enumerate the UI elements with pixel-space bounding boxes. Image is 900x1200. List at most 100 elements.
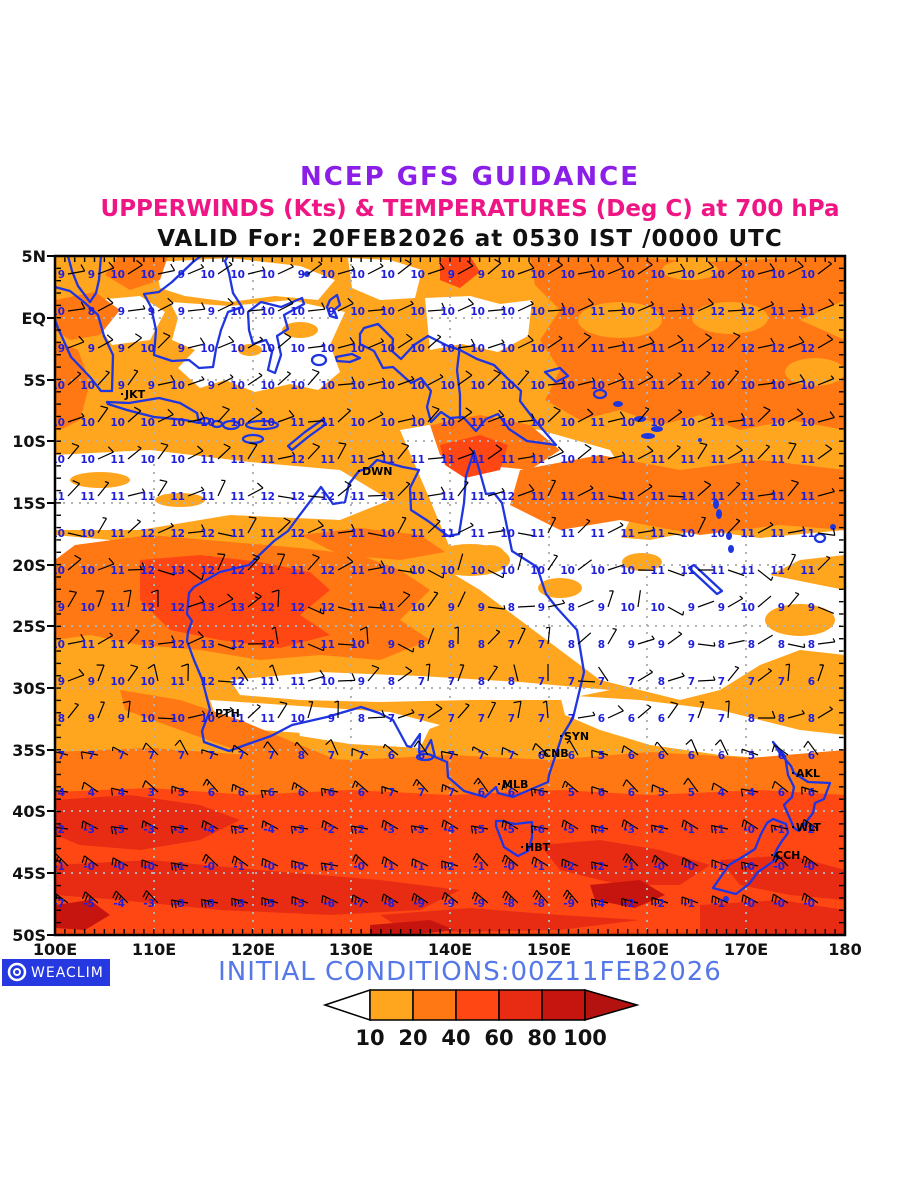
wind-barb bbox=[727, 302, 746, 312]
temperature-value: 10 bbox=[620, 565, 635, 577]
temperature-value: 10 bbox=[260, 306, 275, 318]
temperature-value: 12 bbox=[230, 639, 245, 651]
wind-barb bbox=[801, 819, 819, 830]
wind-barb bbox=[667, 409, 683, 423]
wind-barb bbox=[561, 858, 579, 869]
temperature-value: 10 bbox=[260, 343, 275, 355]
wind-barb bbox=[667, 631, 683, 645]
small-islands bbox=[304, 271, 836, 902]
temperature-value: 7 bbox=[538, 676, 545, 688]
temperature-value: 9 bbox=[208, 306, 215, 318]
temperature-value: -0 bbox=[743, 861, 755, 873]
wind-barb bbox=[547, 260, 563, 275]
temperature-value: 4 bbox=[118, 787, 125, 799]
wind-barb bbox=[247, 554, 261, 571]
temperature-value: 10 bbox=[350, 269, 365, 281]
temperature-value: 11 bbox=[500, 454, 515, 466]
wind-barb bbox=[598, 666, 609, 682]
wind-barb bbox=[367, 263, 384, 275]
temperature-value: 6 bbox=[238, 787, 245, 799]
temperature-value: 12 bbox=[170, 639, 185, 651]
wind-barb bbox=[681, 896, 699, 906]
wind-barb bbox=[367, 411, 384, 423]
wind-barb bbox=[547, 379, 566, 386]
wind-barb bbox=[457, 591, 466, 608]
wind-barb bbox=[577, 711, 596, 719]
temperature-value: 13 bbox=[170, 565, 185, 577]
wind-barb bbox=[757, 300, 775, 312]
wind-barb bbox=[110, 787, 129, 796]
wind-barb bbox=[817, 606, 835, 614]
wind-barb bbox=[757, 263, 775, 275]
wind-barb bbox=[337, 442, 347, 460]
temperature-value: 10 bbox=[290, 343, 305, 355]
wind-barb bbox=[337, 480, 352, 497]
wind-barb bbox=[127, 629, 140, 645]
wind-barb bbox=[127, 562, 146, 571]
temperature-value: -1 bbox=[713, 824, 725, 836]
temperature-value: 7 bbox=[778, 676, 785, 688]
wind-barb bbox=[97, 632, 114, 645]
wind-barb bbox=[231, 783, 249, 793]
temperature-value: 10 bbox=[650, 269, 665, 281]
temperature-value: 12 bbox=[320, 491, 335, 503]
wind-barb bbox=[397, 643, 415, 653]
wind-barb bbox=[531, 856, 549, 867]
temperature-value: 9 bbox=[388, 639, 395, 651]
temperature-value: 7 bbox=[328, 750, 335, 762]
temperature-value: 7 bbox=[598, 676, 605, 688]
temperature-value: 11 bbox=[620, 343, 635, 355]
wind-barb bbox=[277, 371, 292, 386]
temperature-value: 10 bbox=[380, 528, 395, 540]
coast-bougainville bbox=[592, 388, 608, 400]
wind-barbs-layer: 9 9 10 10 9 10 10 10 9 10 10 10 10 9 9 10 10 10 10 10 10 10 10… bbox=[55, 258, 836, 910]
temperature-value: 10 bbox=[470, 306, 485, 318]
temperature-value: 11 bbox=[230, 528, 245, 540]
initial-conditions-line: INITIAL CONDITIONS:00Z11FEB2026 bbox=[218, 957, 722, 987]
wind-barb bbox=[667, 701, 679, 719]
wind-barb bbox=[141, 859, 159, 869]
wind-barb bbox=[517, 452, 536, 460]
wind-barb bbox=[381, 785, 399, 795]
lon-label-140E: 140E bbox=[428, 940, 472, 959]
wind-barb bbox=[532, 742, 549, 756]
temperature-value: 11 bbox=[470, 454, 485, 466]
temperature-value: 11 bbox=[590, 491, 605, 503]
wind-barb bbox=[787, 260, 804, 275]
wind-barb bbox=[187, 595, 205, 608]
temperature-value: 6 bbox=[628, 750, 635, 762]
temperature-value: -1 bbox=[383, 861, 395, 873]
temperature-value: 10 bbox=[80, 454, 95, 466]
temperature-value: 7 bbox=[688, 676, 695, 688]
wind-barb bbox=[247, 516, 257, 534]
wind-barb bbox=[187, 569, 205, 581]
wind-barb bbox=[501, 854, 519, 867]
wind-barb bbox=[247, 407, 263, 423]
wind-barb bbox=[472, 852, 489, 867]
temperature-value: 5 bbox=[568, 787, 575, 799]
station-label-CCH: CCH bbox=[775, 849, 800, 862]
shading-holes bbox=[578, 260, 845, 386]
temperature-value: 9 bbox=[358, 676, 365, 688]
temperature-value: 10 bbox=[380, 380, 395, 392]
temperature-value: 4 bbox=[58, 787, 65, 799]
temperature-value: 6 bbox=[808, 750, 815, 762]
wind-barb bbox=[200, 898, 219, 908]
valid-time-line: VALID For: 20FEB2026 at 0530 IST /0000 U… bbox=[157, 226, 783, 252]
wind-barb bbox=[81, 891, 99, 904]
wind-barb bbox=[787, 479, 799, 497]
wind-barb bbox=[637, 445, 654, 460]
temperature-value: 11 bbox=[590, 343, 605, 355]
wind-barb bbox=[725, 700, 730, 719]
temperature-value: 10 bbox=[410, 565, 425, 577]
temperature-value: 10 bbox=[620, 602, 635, 614]
wind-barb bbox=[307, 606, 325, 615]
temperature-value: -1 bbox=[713, 861, 725, 873]
wind-barb bbox=[637, 483, 653, 497]
temperature-value: 7 bbox=[268, 750, 275, 762]
wind-barb bbox=[681, 857, 699, 867]
wind-barb bbox=[530, 788, 549, 797]
temperature-value: 6 bbox=[328, 787, 335, 799]
temperature-value: 7 bbox=[58, 750, 65, 762]
wind-barb bbox=[157, 635, 176, 645]
